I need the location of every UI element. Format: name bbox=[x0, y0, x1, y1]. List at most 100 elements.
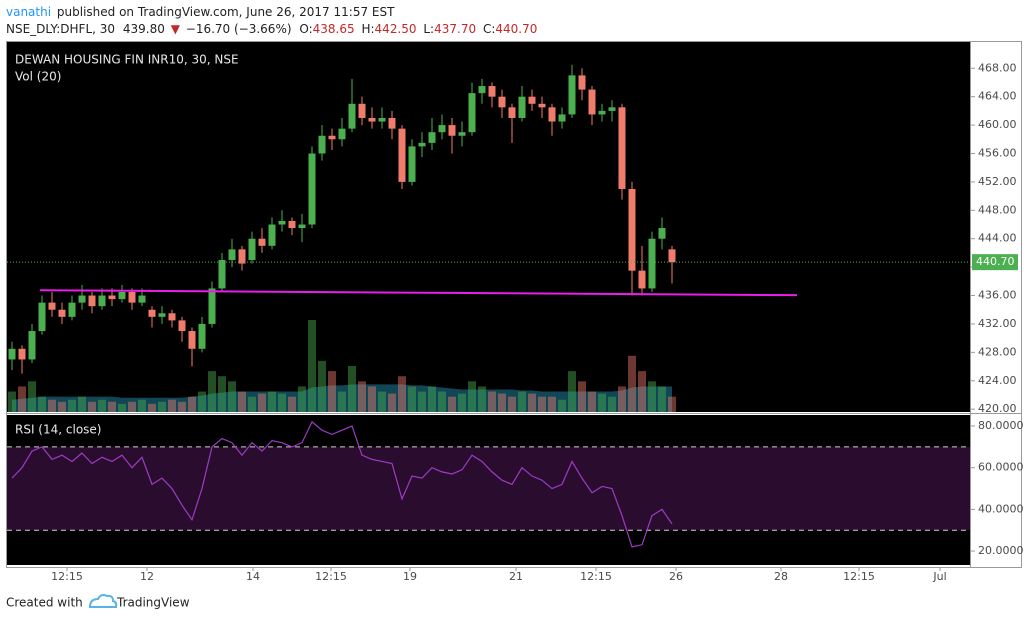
volume-bar bbox=[298, 386, 306, 412]
last-price: 439.80 bbox=[123, 22, 165, 36]
volume-bar bbox=[398, 376, 406, 412]
candle-body bbox=[538, 103, 546, 108]
volume-bar bbox=[328, 371, 336, 412]
volume-bar bbox=[248, 396, 256, 412]
candle-body bbox=[618, 107, 626, 190]
candle-body bbox=[428, 132, 436, 143]
volume-bar bbox=[388, 393, 396, 412]
candle-body bbox=[278, 220, 286, 225]
volume-bar bbox=[668, 396, 676, 412]
y-tick-label: 40.0000 bbox=[978, 502, 1024, 515]
footer-brand[interactable]: TradingView bbox=[116, 596, 190, 610]
rsi-title: RSI (14, close) bbox=[15, 423, 101, 437]
y-tick-label: 20.0000 bbox=[978, 544, 1024, 557]
volume-bar bbox=[338, 391, 346, 412]
price-pane-title: DEWAN HOUSING FIN INR10, 30, NSE bbox=[15, 53, 239, 67]
volume-bar bbox=[278, 393, 286, 412]
candle-body bbox=[358, 103, 366, 118]
candle-body bbox=[308, 153, 316, 225]
candle-body bbox=[448, 125, 456, 136]
volume-bar bbox=[238, 391, 246, 412]
candle-body bbox=[18, 348, 26, 360]
volume-bar bbox=[648, 381, 656, 412]
last-price-label: 440.70 bbox=[976, 255, 1015, 268]
volume-bar bbox=[178, 401, 186, 412]
high-value: 442.50 bbox=[375, 22, 417, 36]
y-tick-label: 452.00 bbox=[978, 175, 1017, 188]
candle-body bbox=[138, 295, 146, 303]
volume-bar bbox=[548, 396, 556, 412]
volume-bar bbox=[118, 403, 126, 412]
candle-body bbox=[268, 224, 276, 246]
y-tick-label: 456.00 bbox=[978, 146, 1017, 159]
candle-body bbox=[608, 107, 616, 111]
candle-body bbox=[338, 128, 346, 140]
candle-body bbox=[108, 295, 116, 300]
candle-body bbox=[488, 86, 496, 97]
y-tick-label: 468.00 bbox=[978, 61, 1017, 74]
volume-bar bbox=[618, 386, 626, 412]
volume-bar bbox=[558, 399, 566, 412]
volume-bar bbox=[148, 403, 156, 412]
volume-bar bbox=[468, 381, 476, 412]
volume-label: Vol (20) bbox=[15, 70, 61, 84]
volume-bar bbox=[488, 391, 496, 412]
volume-bar bbox=[598, 393, 606, 412]
volume-bar bbox=[508, 396, 516, 412]
candle-body bbox=[368, 117, 376, 122]
candle-body bbox=[118, 291, 126, 300]
volume-bar bbox=[28, 381, 36, 412]
candle-body bbox=[558, 114, 566, 122]
change-arrow: ▼ bbox=[171, 22, 181, 36]
candle-body bbox=[88, 295, 96, 307]
candle-body bbox=[498, 96, 506, 108]
volume-bar bbox=[438, 391, 446, 412]
author[interactable]: vanathi bbox=[6, 5, 51, 19]
candle-body bbox=[248, 238, 256, 261]
footer-created: Created with bbox=[6, 596, 83, 610]
volume-bar bbox=[378, 391, 386, 412]
volume-bar bbox=[38, 396, 46, 412]
y-tick-label: 424.00 bbox=[978, 374, 1017, 387]
volume-bar bbox=[168, 399, 176, 412]
y-tick-label: 428.00 bbox=[978, 345, 1017, 358]
volume-bar bbox=[588, 391, 596, 412]
x-tick-label: 12:15 bbox=[51, 570, 83, 583]
low-label: L: bbox=[423, 22, 434, 36]
open-value: 438.65 bbox=[313, 22, 355, 36]
published: published on TradingView.com, June 26, 2… bbox=[57, 5, 395, 19]
candle-body bbox=[38, 302, 46, 332]
volume-bar bbox=[638, 371, 646, 412]
y-tick-label: 464.00 bbox=[978, 90, 1017, 103]
close-value: 440.70 bbox=[495, 22, 537, 36]
candle-body bbox=[298, 224, 306, 229]
volume-bar bbox=[538, 396, 546, 412]
candle-body bbox=[48, 302, 56, 310]
candle-body bbox=[58, 309, 66, 317]
candle-body bbox=[128, 291, 136, 303]
candle-body bbox=[598, 110, 606, 115]
volume-ma-area bbox=[12, 384, 672, 412]
header-line-1: vanathi published on TradingView.com, Ju… bbox=[6, 5, 395, 19]
y-tick-label: 60.0000 bbox=[978, 461, 1024, 474]
volume-bar bbox=[448, 396, 456, 412]
volume-bar bbox=[188, 396, 196, 412]
volume-bar bbox=[58, 401, 66, 412]
x-tick-label: 21 bbox=[509, 570, 523, 583]
volume-bar bbox=[138, 399, 146, 412]
y-tick-label: 432.00 bbox=[978, 317, 1017, 330]
candle-body bbox=[658, 228, 666, 239]
candle-body bbox=[188, 331, 196, 349]
volume-bar bbox=[458, 393, 466, 412]
candle-body bbox=[468, 93, 476, 133]
candle-body bbox=[578, 75, 586, 90]
volume-bar bbox=[8, 391, 16, 412]
candle-body bbox=[478, 86, 486, 94]
volume-bar bbox=[68, 399, 76, 412]
candle-body bbox=[348, 103, 356, 129]
volume-bar bbox=[578, 381, 586, 412]
volume-bar bbox=[288, 396, 296, 412]
tradingview-logo bbox=[88, 594, 118, 608]
volume-bar bbox=[128, 401, 136, 412]
volume-bar bbox=[108, 401, 116, 412]
